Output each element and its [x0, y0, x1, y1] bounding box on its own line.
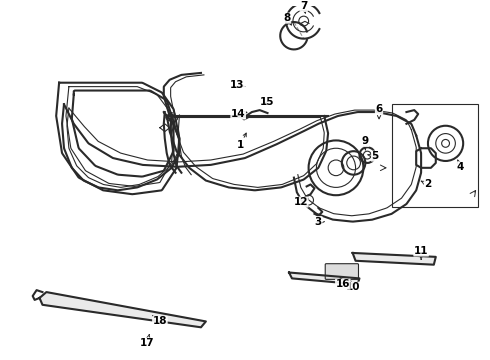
Text: 16: 16 [336, 278, 350, 289]
Text: 14: 14 [231, 109, 247, 119]
Text: 10: 10 [345, 279, 360, 292]
Text: 17: 17 [140, 334, 154, 348]
Text: 13: 13 [230, 80, 245, 90]
Text: 6: 6 [375, 104, 383, 119]
Bar [392, 104, 478, 207]
Text: 1: 1 [237, 133, 246, 150]
Text: 5: 5 [368, 151, 379, 161]
Text: 2: 2 [421, 179, 432, 189]
Text: 12: 12 [294, 197, 309, 207]
Text: 15: 15 [260, 97, 275, 107]
Text: 11: 11 [414, 246, 428, 259]
Polygon shape [40, 292, 206, 327]
Text: 18: 18 [152, 316, 167, 327]
Text: 4: 4 [457, 160, 464, 172]
Text: 3: 3 [315, 215, 322, 227]
FancyBboxPatch shape [325, 264, 359, 279]
Text: 8: 8 [283, 13, 292, 25]
Text: 7: 7 [300, 1, 307, 13]
Polygon shape [353, 253, 436, 265]
Text: 9: 9 [362, 136, 369, 150]
Polygon shape [289, 273, 360, 284]
